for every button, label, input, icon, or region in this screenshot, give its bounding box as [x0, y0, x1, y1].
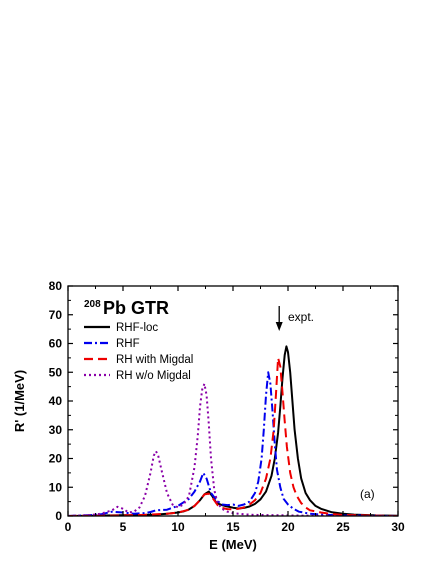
panel-label: (a)	[360, 487, 375, 501]
legend-label-0: RHF-loc	[116, 322, 158, 334]
expt-label: expt.	[288, 310, 314, 324]
x-tick-label: 10	[171, 520, 185, 534]
y-tick-label: 80	[49, 279, 63, 293]
x-tick-label: 15	[226, 520, 240, 534]
chart-title-superscript: 208	[84, 299, 101, 310]
expt-arrow-head	[275, 322, 283, 331]
y-axis-title: R' (1/MeV)	[12, 370, 27, 432]
series-layer	[68, 345, 398, 516]
x-tick-label: 20	[281, 520, 295, 534]
legend: RHF-loc RHF RH with Migdal RH w/o Migdal	[84, 322, 193, 382]
x-axis-title: E (MeV)	[209, 537, 257, 552]
y-tick-label: 40	[49, 394, 63, 408]
y-tick-label: 60	[49, 337, 63, 351]
y-tick-label: 30	[49, 423, 63, 437]
y-tick-label: 70	[49, 308, 63, 322]
series-line-2	[68, 356, 398, 516]
series-line-1	[68, 371, 398, 516]
x-tick-label: 30	[391, 520, 405, 534]
chart-title: Pb GTR	[103, 298, 169, 318]
y-tick-label: 20	[49, 452, 63, 466]
legend-label-1: RHF	[116, 338, 140, 350]
expt-arrow	[275, 306, 283, 331]
x-tick-label: 0	[65, 520, 72, 534]
y-tick-label: 0	[55, 509, 62, 523]
y-tick-label: 10	[49, 480, 63, 494]
series-line-3	[68, 382, 398, 516]
x-tick-label: 25	[336, 520, 350, 534]
ticks-layer: 0 5 10 15 20 25 30 0 10 20 30 40 50 60 70 80	[49, 279, 405, 534]
x-tick-label: 5	[120, 520, 127, 534]
legend-label-3: RH w/o Migdal	[116, 370, 191, 382]
legend-label-2: RH with Migdal	[116, 354, 193, 366]
y-tick-label: 50	[49, 365, 63, 379]
